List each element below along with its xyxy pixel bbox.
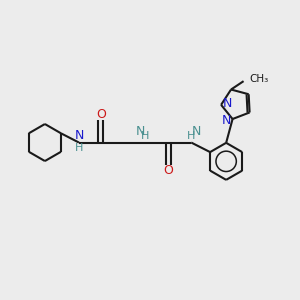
Text: N: N: [223, 97, 232, 110]
Text: H: H: [141, 131, 150, 141]
Text: O: O: [96, 108, 106, 121]
Text: N: N: [136, 125, 145, 138]
Text: N: N: [75, 130, 84, 142]
Text: O: O: [164, 164, 173, 177]
Text: N: N: [192, 125, 201, 138]
Text: H: H: [75, 142, 84, 153]
Text: N: N: [222, 114, 231, 127]
Text: CH₃: CH₃: [249, 74, 268, 84]
Text: H: H: [187, 131, 195, 141]
